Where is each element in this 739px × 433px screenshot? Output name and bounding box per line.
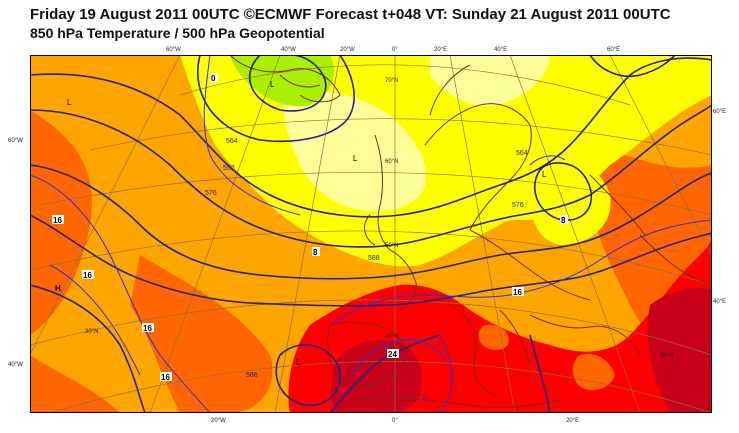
- lon-label-top: 40°E: [494, 47, 508, 53]
- low-pressure-label: L: [353, 154, 358, 163]
- isotherm-label: 16: [161, 373, 170, 382]
- geopotential-label: 564: [226, 138, 238, 145]
- lat-label-right: 40°E: [713, 299, 727, 305]
- lat-label-inner: 40°N: [385, 334, 398, 340]
- coastlines: [229, 55, 712, 408]
- isotherm-label: 8: [561, 216, 566, 225]
- temperature-field-cool: [528, 154, 611, 245]
- lon-label-top: 0°: [392, 47, 398, 53]
- low-pressure-label: L: [296, 358, 301, 367]
- isotherm-label: 24: [388, 350, 397, 359]
- lat-label-inner: 30°N: [85, 329, 98, 335]
- map-frame: [30, 55, 712, 413]
- lon-label-top: 60°E: [607, 47, 621, 53]
- temperature-field-very-hot: [330, 339, 422, 413]
- lat-label-inner: 50°N: [385, 243, 398, 249]
- temperature-field-pale: [283, 91, 426, 212]
- temperature-field-cold: [230, 55, 334, 107]
- lat-label-inner: 30°N: [660, 353, 673, 359]
- isotherm-label: 16: [83, 271, 92, 280]
- lon-label-bottom: 20°E: [566, 418, 580, 424]
- lat-label-inner: 70°N: [385, 78, 398, 84]
- lat-label-right: 60°E: [713, 109, 727, 115]
- geopotential-label: 564: [516, 150, 528, 157]
- lon-label-bottom: 20°W: [211, 418, 226, 424]
- lat-label-left: 60°W: [8, 138, 23, 144]
- temperature-field-very-hot: [647, 288, 712, 413]
- geopotential-label: 588: [368, 255, 380, 262]
- isotherm-label: 8: [313, 248, 318, 257]
- low-pressure-label: L: [67, 98, 72, 107]
- geopotential-label: 576: [205, 190, 217, 197]
- weather-map: 552 564 576 588 576 564 588 16 16 16 16 …: [30, 55, 712, 413]
- isotherm-label: 16: [513, 288, 522, 297]
- graticule-latitude: [30, 64, 712, 413]
- lon-label-top: 20°W: [340, 47, 355, 53]
- isotherm-label: 16: [53, 216, 62, 225]
- temperature-field-warm-patch: [572, 353, 615, 391]
- lon-label-top: 20°E: [434, 47, 448, 53]
- geopotential-label: 588: [246, 372, 258, 379]
- map-title: Friday 19 August 2011 00UTC ©ECMWF Forec…: [30, 6, 671, 23]
- lat-label-inner: 60°N: [385, 159, 398, 165]
- low-pressure-label: L: [542, 170, 547, 179]
- lon-label-top: 40°W: [281, 47, 296, 53]
- temperature-field-warm-patch: [478, 324, 509, 351]
- temperature-field-pale: [430, 55, 550, 106]
- geopotential-contours: [30, 55, 712, 413]
- isotherms: [30, 55, 712, 413]
- isotherm-label: 16: [143, 324, 152, 333]
- geopotential-label: 576: [512, 202, 524, 209]
- map-subtitle: 850 hPa Temperature / 500 hPa Geopotenti…: [30, 25, 325, 41]
- temperature-field-warm-band: [30, 355, 120, 413]
- high-pressure-label: H: [55, 284, 61, 293]
- geopotential-label-group: 552 564 576 588 576 564 588: [205, 138, 528, 379]
- lat-label-left: 40°W: [8, 362, 23, 368]
- high-pressure-label: H: [422, 393, 428, 402]
- lon-label-bottom: 0°: [392, 418, 398, 424]
- lon-label-top: 60°W: [166, 47, 181, 53]
- low-pressure-label: L: [270, 80, 275, 89]
- isotherm-label: 0: [211, 74, 216, 83]
- geopotential-label: 552: [223, 165, 235, 172]
